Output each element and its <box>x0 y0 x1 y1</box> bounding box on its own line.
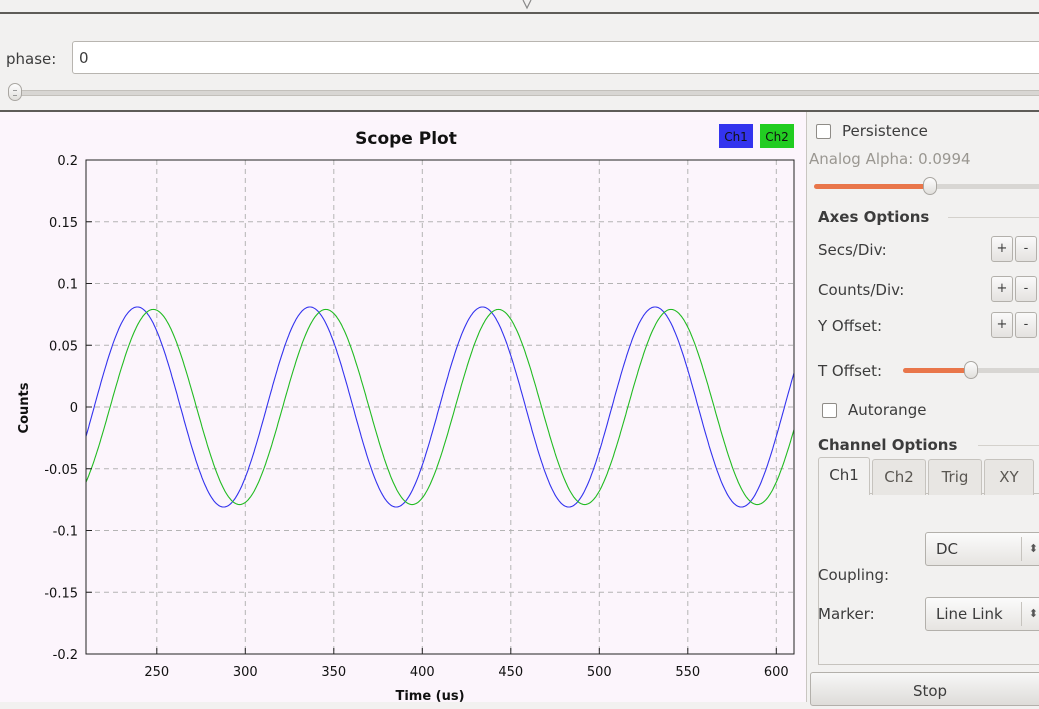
coupling-label: Coupling: <box>818 566 890 584</box>
secs-div-minus-button[interactable]: - <box>1015 236 1037 262</box>
x-tick-label: 350 <box>321 665 346 680</box>
counts-div-label: Counts/Div: <box>818 281 905 299</box>
t-offset-slider-fill <box>903 368 971 373</box>
persistence-checkbox[interactable] <box>816 124 831 139</box>
counts-div-plus-button[interactable]: + <box>991 276 1013 302</box>
channel-options-header: Channel Options <box>818 436 958 454</box>
phase-slider-track[interactable] <box>10 90 1039 96</box>
marker-value: Line Link <box>936 605 1003 623</box>
y-tick-label: -0.2 <box>53 648 78 663</box>
series-ch2-line <box>85 308 795 506</box>
marker-select-divider <box>1021 602 1022 626</box>
persistence-label: Persistence <box>842 122 928 140</box>
scope-plot-chart: 250 300 350 400 450 500 550 600 0.2 0.15 0.1 0.05 0 -… <box>17 124 795 702</box>
t-offset-label: T Offset: <box>818 362 883 380</box>
y-tick-label: 0.05 <box>49 339 78 354</box>
x-tick-label: 550 <box>675 665 700 680</box>
marker-label: Marker: <box>818 605 875 623</box>
tab-xy[interactable]: XY <box>984 459 1034 495</box>
mouse-cursor-icon <box>522 0 532 10</box>
y-offset-label: Y Offset: <box>818 317 883 335</box>
tab-ch2[interactable]: Ch2 <box>872 459 926 495</box>
divider <box>0 110 1039 112</box>
y-offset-plus-button[interactable]: + <box>991 312 1013 338</box>
x-tick-label: 450 <box>498 665 523 680</box>
coupling-value: DC <box>936 540 959 558</box>
scope-plot-area: 250 300 350 400 450 500 550 600 0.2 0.15 0.1 0.05 0 -… <box>0 112 806 702</box>
axes-options-header: Axes Options <box>818 208 930 226</box>
y-tick-label: 0.15 <box>49 216 78 231</box>
x-tick-label: 250 <box>144 665 169 680</box>
secs-div-plus-button[interactable]: + <box>991 236 1013 262</box>
phase-label: phase: <box>6 50 57 68</box>
alpha-slider-handle[interactable] <box>923 177 937 195</box>
legend-ch1-swatch <box>719 124 753 148</box>
x-tick-label: 300 <box>233 665 258 680</box>
legend-ch2-label: Ch2 <box>765 130 789 144</box>
tab-ch1[interactable]: Ch1 <box>818 457 870 495</box>
window-top-bar <box>0 0 1039 14</box>
channel-options-divider <box>978 445 1039 446</box>
y-tick-label: 0 <box>70 401 78 416</box>
x-tick-label: 600 <box>764 665 789 680</box>
t-offset-slider-handle[interactable] <box>964 361 978 379</box>
alpha-slider-fill <box>814 184 930 189</box>
y-offset-minus-button[interactable]: - <box>1015 312 1037 338</box>
spinner-arrows-icon: ⬍ <box>1028 607 1038 620</box>
spinner-arrows-icon: ⬍ <box>1028 542 1038 555</box>
channel-tab-panel <box>818 493 1039 665</box>
phase-input[interactable] <box>72 41 1039 74</box>
coupling-select-divider <box>1021 537 1022 561</box>
legend-ch1-label: Ch1 <box>724 130 748 144</box>
analog-alpha-label: Analog Alpha: 0.0994 <box>809 150 971 168</box>
x-tick-label: 400 <box>410 665 435 680</box>
autorange-checkbox[interactable] <box>822 403 837 418</box>
chart-title: Scope Plot <box>355 129 457 149</box>
y-tick-label: 0.2 <box>57 154 78 169</box>
y-tick-label: -0.1 <box>53 525 78 540</box>
coupling-select[interactable]: DC ⬍ <box>925 532 1039 566</box>
x-axis-label: Time (us) <box>395 689 464 702</box>
y-tick-label: -0.05 <box>44 463 78 478</box>
marker-select[interactable]: Line Link ⬍ <box>925 597 1039 631</box>
x-tick-label: 500 <box>587 665 612 680</box>
legend-ch2-swatch <box>760 124 794 148</box>
series-ch1-line <box>85 306 795 508</box>
stop-button[interactable]: Stop <box>810 672 1039 706</box>
secs-div-label: Secs/Div: <box>818 241 887 259</box>
y-tick-label: -0.15 <box>44 586 78 601</box>
y-tick-label: 0.1 <box>57 278 78 293</box>
phase-slider-handle[interactable] <box>8 83 22 101</box>
counts-div-minus-button[interactable]: - <box>1015 276 1037 302</box>
axes-options-divider <box>948 217 1039 218</box>
tab-trig[interactable]: Trig <box>928 459 982 495</box>
autorange-label: Autorange <box>848 401 927 419</box>
y-axis-label: Counts <box>17 382 32 433</box>
